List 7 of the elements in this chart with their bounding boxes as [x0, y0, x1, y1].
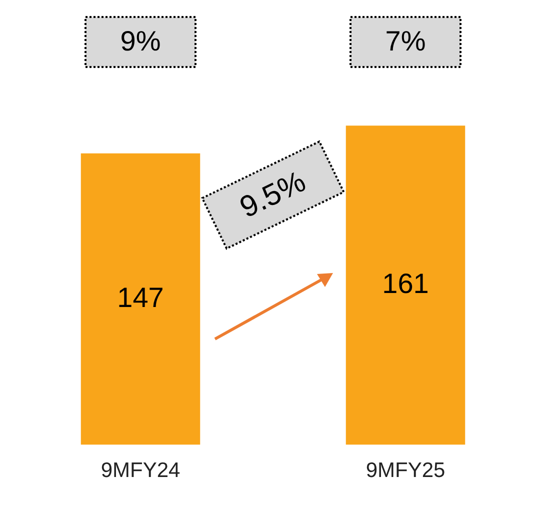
annotation: 9.5%	[234, 165, 311, 225]
text: 7%	[385, 26, 426, 57]
text: 9%	[120, 26, 161, 57]
data-label: 161	[382, 268, 429, 299]
x-tick-label: 9MFY25	[366, 459, 446, 482]
data-label: 147	[117, 282, 164, 313]
x-tick-label: 9MFY24	[100, 459, 180, 482]
